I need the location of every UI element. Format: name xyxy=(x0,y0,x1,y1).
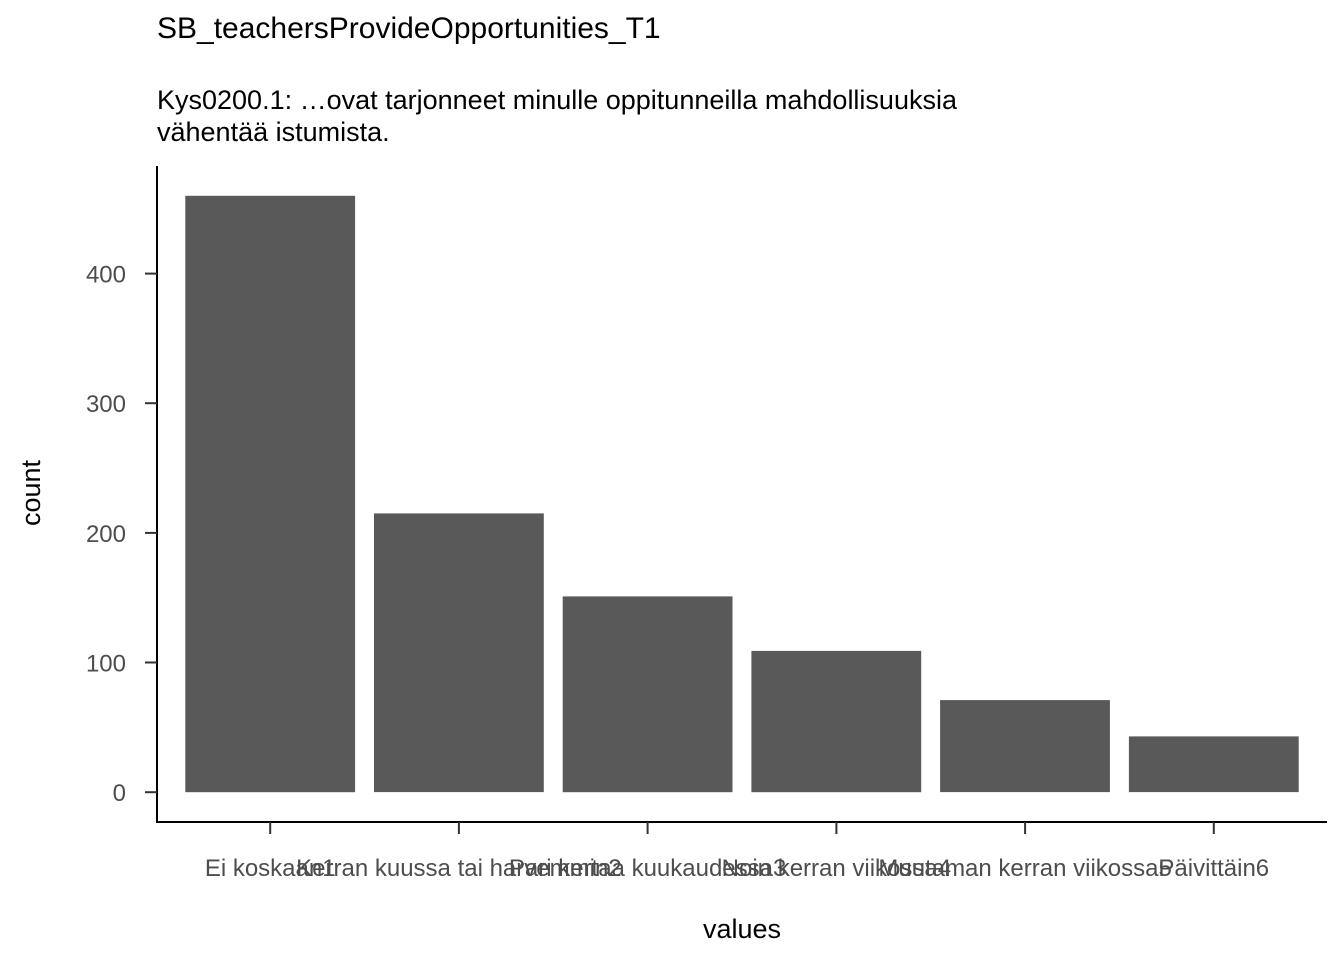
x-tick-label: Pari kertaa kuukaudessa3 xyxy=(509,855,787,882)
y-tick-label: 300 xyxy=(86,391,126,418)
y-axis-title: count xyxy=(16,459,46,526)
x-axis-title: values xyxy=(703,914,781,944)
chart-subtitle: Kys0200.1: …ovat tarjonneet minulle oppi… xyxy=(157,84,957,148)
x-tick-label: Päivittäin6 xyxy=(1158,855,1269,882)
chart-title: SB_teachersProvideOpportunities_T1 xyxy=(157,12,661,45)
y-tick-label: 0 xyxy=(113,780,126,807)
bar-5 xyxy=(940,700,1110,793)
y-tick-label: 200 xyxy=(86,521,126,548)
y-tick-label: 100 xyxy=(86,651,126,678)
bar-4 xyxy=(751,650,922,793)
bar-3 xyxy=(562,596,733,793)
bar-2 xyxy=(374,513,544,793)
y-tick-label: 400 xyxy=(86,262,126,289)
x-tick-label: Ei koskaan1 xyxy=(205,855,336,882)
bars-group xyxy=(185,195,1299,793)
bar-1 xyxy=(185,195,356,793)
y-axis-ticks: 0 100 200 300 400 xyxy=(86,262,157,807)
x-tick-label: Muutaman kerran viikossa5 xyxy=(878,855,1171,882)
bar-6 xyxy=(1128,736,1299,793)
x-tick-label: Kerran kuussa tai harvemmin2 xyxy=(296,855,621,882)
x-tick-label: Noin kerran viikossa4 xyxy=(722,855,951,882)
chart-subtitle-line-2: vähentää istumista. xyxy=(157,117,390,147)
chart-subtitle-line-1: Kys0200.1: …ovat tarjonneet minulle oppi… xyxy=(157,85,957,115)
